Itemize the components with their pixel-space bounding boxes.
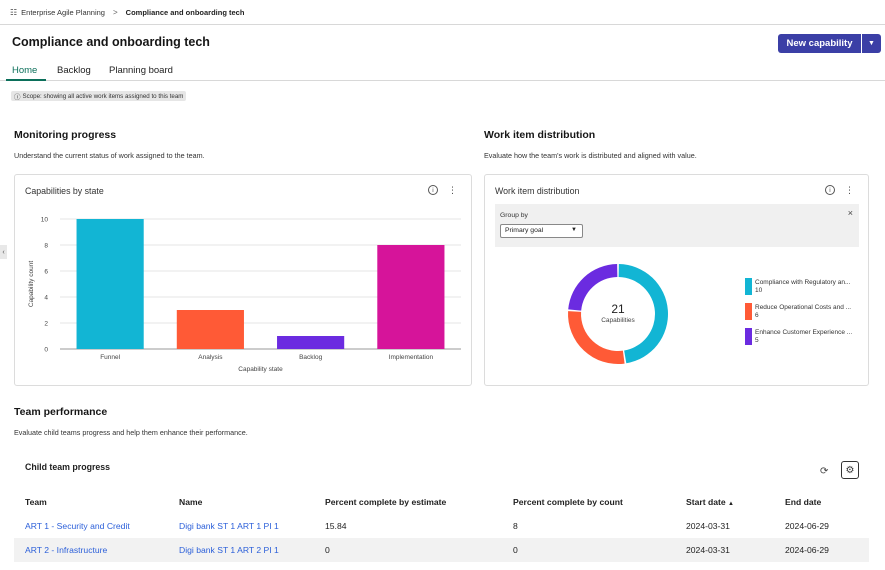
- y-tick-label: 2: [44, 321, 48, 328]
- x-tick-label: Analysis: [198, 354, 223, 361]
- pct-count-cell: 0: [513, 545, 518, 555]
- hierarchy-icon: ☷: [10, 7, 18, 17]
- active-tab-indicator: [6, 79, 46, 81]
- group-by-select[interactable]: Primary goal ▼: [500, 224, 583, 238]
- group-by-panel: Group by Primary goal ▼ ×: [495, 204, 859, 247]
- page-title: Compliance and onboarding tech: [12, 35, 210, 49]
- legend-label: Reduce Operational Costs and ...: [755, 304, 852, 311]
- chevron-left-icon[interactable]: ‹: [0, 245, 7, 259]
- info-icon[interactable]: i: [428, 185, 438, 195]
- child-team-progress-title: Child team progress: [25, 462, 111, 472]
- y-tick-label: 10: [41, 217, 49, 224]
- breadcrumb-current: Compliance and onboarding tech: [125, 7, 245, 17]
- donut-center-label: Capabilities: [601, 317, 635, 324]
- name-link[interactable]: Digi bank ST 1 ART 2 PI 1: [179, 545, 279, 555]
- chevron-right-icon: >: [112, 7, 118, 17]
- column-header-pct-count[interactable]: Percent complete by count: [513, 497, 623, 507]
- card-title: Work item distribution: [495, 186, 580, 196]
- info-icon: ⓘ: [14, 94, 21, 101]
- distribution-title: Work item distribution: [484, 129, 596, 141]
- distribution-description: Evaluate how the team's work is distribu…: [484, 151, 697, 160]
- column-header-end-date[interactable]: End date: [785, 497, 822, 507]
- legend-label: Compliance with Regulatory an...: [755, 279, 851, 286]
- end-date-cell: 2024-06-29: [785, 545, 829, 555]
- chevron-down-icon: ▼: [571, 227, 577, 233]
- x-axis-label: Capability state: [238, 366, 283, 373]
- capabilities-by-state-card: Capabilities by state i ⋮ 0 2 4 6 8 10 Funnel A…: [14, 174, 472, 386]
- sort-ascending-icon: ▲: [728, 501, 734, 507]
- legend-swatch: [745, 328, 752, 345]
- breadcrumb-root[interactable]: Enterprise Agile Planning: [21, 7, 105, 17]
- monitoring-description: Understand the current status of work as…: [14, 151, 205, 160]
- donut-slice[interactable]: [568, 311, 625, 364]
- start-date-cell: 2024-03-31: [686, 521, 730, 531]
- name-link[interactable]: Digi bank ST 1 ART 1 PI 1: [179, 521, 279, 531]
- more-options-icon[interactable]: ⋮: [845, 185, 854, 195]
- scope-badge: ⓘ Scope: showing all active work items a…: [11, 91, 187, 101]
- settings-button[interactable]: ⚙: [841, 461, 859, 479]
- more-options-icon[interactable]: ⋮: [448, 185, 457, 195]
- y-tick-label: 6: [44, 269, 48, 276]
- column-header-name[interactable]: Name: [179, 497, 203, 507]
- new-capability-button[interactable]: New capability: [778, 34, 861, 53]
- pct-estimate-cell: 0: [325, 545, 330, 555]
- legend-swatch: [745, 278, 752, 295]
- legend-count: 5: [755, 337, 759, 344]
- team-link[interactable]: ART 2 - Infrastructure: [25, 545, 108, 555]
- breadcrumb: ☷ Enterprise Agile Planning > Compliance…: [0, 0, 885, 25]
- bar-chart: 0 2 4 6 8 10 Funnel Analysis Backlog Implementati…: [28, 217, 461, 373]
- scope-text: Scope: showing all active work items ass…: [22, 92, 184, 100]
- monitoring-title: Monitoring progress: [14, 129, 117, 141]
- table-row: ART 2 - Infrastructure Digi bank ST 1 AR…: [14, 538, 869, 562]
- pct-estimate-cell: 15.84: [325, 521, 347, 531]
- team-link[interactable]: ART 1 - Security and Credit: [25, 521, 130, 531]
- card-title: Capabilities by state: [25, 186, 104, 196]
- bar-implementation[interactable]: [377, 245, 445, 349]
- work-item-distribution-card: Work item distribution i ⋮ Group by Prim…: [484, 174, 869, 386]
- bar-backlog[interactable]: [277, 336, 345, 349]
- tab-backlog[interactable]: Backlog: [57, 65, 91, 76]
- tab-bar: Home Backlog Planning board: [0, 62, 885, 81]
- info-icon[interactable]: i: [825, 185, 835, 195]
- column-header-pct-estimate[interactable]: Percent complete by estimate: [325, 497, 447, 507]
- y-tick-label: 8: [44, 243, 48, 250]
- pct-count-cell: 8: [513, 521, 518, 531]
- y-axis-label: Capability count: [28, 261, 35, 307]
- legend-count: 10: [755, 287, 763, 294]
- donut-slice[interactable]: [568, 264, 618, 311]
- x-tick-label: Funnel: [100, 354, 120, 361]
- team-performance-description: Evaluate child teams progress and help t…: [14, 428, 248, 437]
- donut-slice[interactable]: [618, 264, 668, 364]
- group-by-value: Primary goal: [505, 227, 544, 234]
- bar-funnel[interactable]: [76, 219, 144, 349]
- start-date-label: Start date: [686, 497, 726, 507]
- y-tick-label: 4: [44, 295, 48, 302]
- team-performance-title: Team performance: [14, 406, 108, 418]
- gear-icon: ⚙: [845, 464, 855, 476]
- end-date-cell: 2024-06-29: [785, 521, 829, 531]
- start-date-cell: 2024-03-31: [686, 545, 730, 555]
- refresh-icon[interactable]: ⟳: [820, 466, 829, 477]
- table-row: ART 1 - Security and Credit Digi bank ST…: [14, 514, 869, 538]
- legend-count: 6: [755, 312, 759, 319]
- group-by-label: Group by: [500, 212, 528, 219]
- legend-swatch: [745, 303, 752, 320]
- x-tick-label: Implementation: [389, 354, 434, 361]
- x-tick-label: Backlog: [299, 354, 323, 361]
- legend-label: Enhance Customer Experience ...: [755, 329, 853, 336]
- donut-center-value: 21: [611, 302, 625, 316]
- y-tick-label: 0: [44, 347, 48, 354]
- column-header-start-date[interactable]: Start date ▲: [686, 497, 734, 507]
- bar-analysis[interactable]: [176, 310, 244, 349]
- close-icon[interactable]: ×: [847, 208, 853, 218]
- chevron-down-icon[interactable]: ▼: [862, 34, 881, 53]
- tab-planning-board[interactable]: Planning board: [109, 65, 173, 76]
- tab-home[interactable]: Home: [12, 65, 38, 76]
- column-header-team[interactable]: Team: [25, 497, 47, 507]
